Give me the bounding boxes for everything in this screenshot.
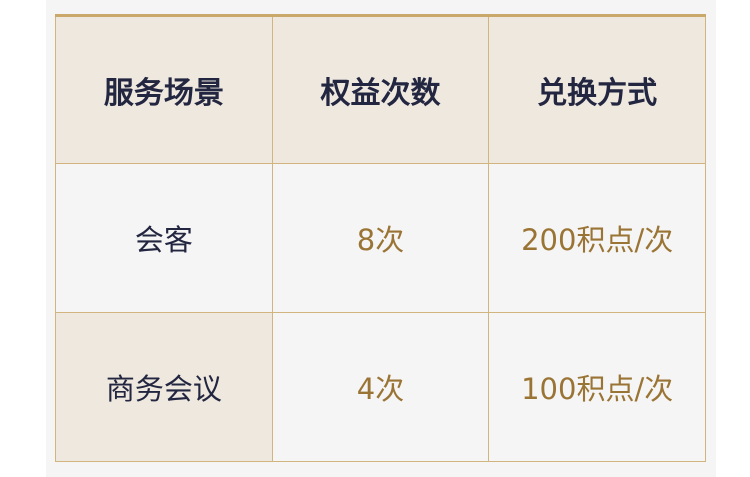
- cell-method: 100积点/次: [488, 312, 706, 462]
- header-redemption-method: 兑换方式: [488, 15, 706, 164]
- cell-scene: 商务会议: [55, 312, 273, 462]
- benefits-table: 服务场景 权益次数 兑换方式 会客 8次 200积点/次 商务会议 4次 100…: [55, 14, 706, 462]
- header-benefit-count: 权益次数: [271, 15, 490, 164]
- table-row: 商务会议 4次 100积点/次: [55, 312, 706, 462]
- table-header-row: 服务场景 权益次数 兑换方式: [55, 15, 706, 164]
- cell-count: 4次: [271, 312, 490, 462]
- table-row: 会客 8次 200积点/次: [55, 163, 706, 313]
- cell-count: 8次: [271, 163, 490, 313]
- cell-scene: 会客: [55, 163, 273, 313]
- cell-method: 200积点/次: [488, 163, 706, 313]
- header-service-scene: 服务场景: [55, 15, 273, 164]
